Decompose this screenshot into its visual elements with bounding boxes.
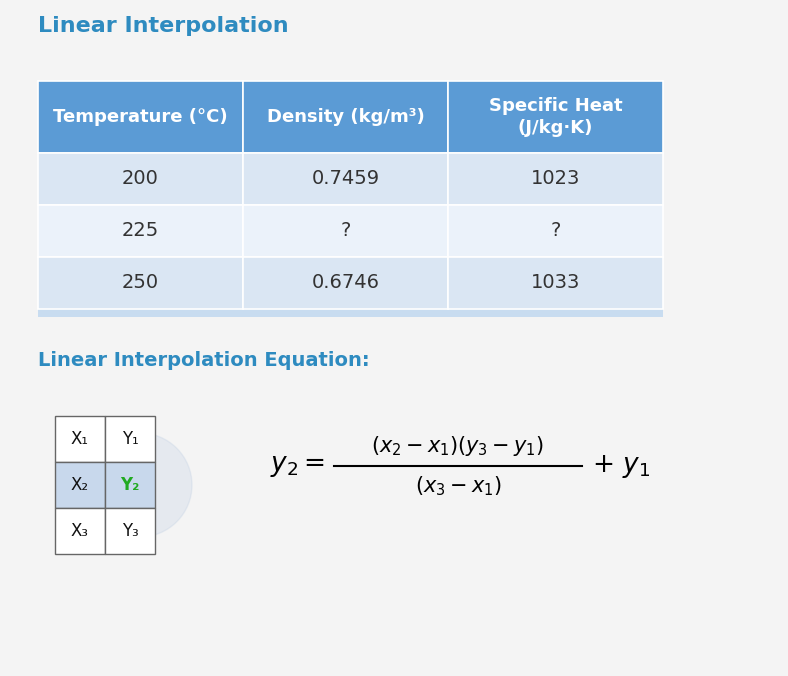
Bar	[243, 81, 448, 153]
Bar	[448, 205, 663, 257]
Text: Y₁: Y₁	[121, 430, 139, 448]
Text: 225: 225	[122, 222, 159, 241]
Text: Y₂: Y₂	[121, 476, 139, 494]
Bar	[243, 257, 448, 309]
Text: $y_2 =$: $y_2 =$	[270, 453, 325, 479]
Text: ?: ?	[340, 222, 351, 241]
Text: $+\ y_1$: $+\ y_1$	[592, 452, 650, 479]
Text: Specific Heat
(J/kg·K): Specific Heat (J/kg·K)	[489, 97, 623, 137]
Bar	[55, 508, 105, 554]
Text: Temperature (°C): Temperature (°C)	[53, 108, 228, 126]
Bar	[38, 153, 243, 205]
Bar	[243, 153, 448, 205]
Bar	[448, 257, 663, 309]
Text: 1033: 1033	[531, 274, 580, 293]
Bar	[38, 309, 663, 317]
Text: Linear Interpolation: Linear Interpolation	[38, 16, 288, 36]
Bar	[105, 508, 155, 554]
Bar	[55, 416, 105, 462]
Bar	[448, 153, 663, 205]
Text: $(x_3-x_1)$: $(x_3-x_1)$	[414, 474, 501, 498]
Text: X₃: X₃	[71, 522, 89, 540]
Bar	[38, 257, 243, 309]
Circle shape	[88, 433, 192, 537]
Text: X₁: X₁	[71, 430, 89, 448]
Text: 1023: 1023	[531, 170, 580, 189]
Text: X₂: X₂	[71, 476, 89, 494]
Text: 0.7459: 0.7459	[311, 170, 380, 189]
Bar	[38, 81, 243, 153]
Text: Density (kg/m³): Density (kg/m³)	[266, 108, 425, 126]
Bar	[243, 205, 448, 257]
Text: 200: 200	[122, 170, 159, 189]
Text: 0.6746: 0.6746	[311, 274, 380, 293]
Text: 250: 250	[122, 274, 159, 293]
Text: ?: ?	[550, 222, 561, 241]
Bar	[448, 81, 663, 153]
Text: Y₃: Y₃	[121, 522, 139, 540]
Text: $(x_2-x_1)(y_3-y_1)$: $(x_2-x_1)(y_3-y_1)$	[371, 434, 545, 458]
Bar	[55, 462, 105, 508]
Text: Linear Interpolation Equation:: Linear Interpolation Equation:	[38, 351, 370, 370]
Bar	[38, 205, 243, 257]
Bar	[105, 462, 155, 508]
Bar	[105, 416, 155, 462]
